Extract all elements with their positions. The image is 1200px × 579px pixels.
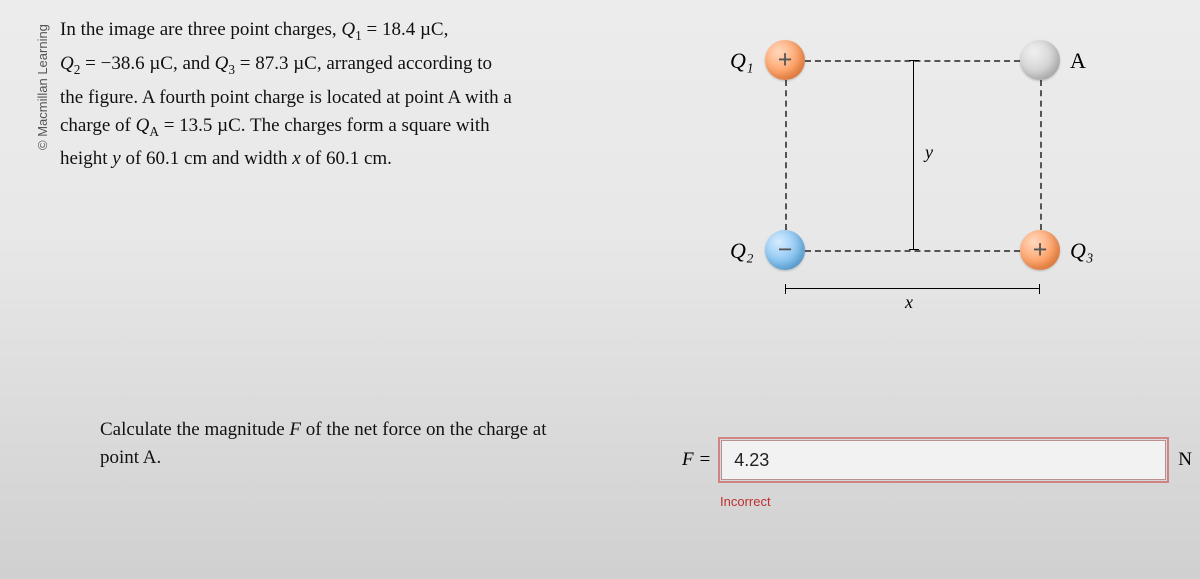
answer-lhs: F = bbox=[682, 449, 711, 471]
y-var: y bbox=[112, 148, 120, 169]
charge-q3: + bbox=[1020, 230, 1060, 270]
qa-sym: Q bbox=[136, 115, 150, 136]
minus-icon: − bbox=[778, 235, 793, 265]
charge-q2-label: Q₂ bbox=[730, 238, 754, 264]
charge-a bbox=[1020, 40, 1060, 80]
answer-unit: N bbox=[1178, 449, 1192, 471]
q2-eq: = −38.6 µC, and bbox=[80, 53, 214, 74]
answer-input[interactable] bbox=[721, 440, 1166, 480]
figure-diagram: y x + Q₁ A − Q₂ + Q₃ bbox=[710, 30, 1130, 350]
f-var: F bbox=[289, 419, 301, 440]
axis-x-label: x bbox=[905, 292, 913, 313]
plus-icon-q3: + bbox=[1033, 235, 1048, 265]
axis-y-label: y bbox=[925, 142, 933, 163]
charge-q1-label: Q₁ bbox=[730, 48, 754, 74]
q3-sym: Q bbox=[215, 53, 229, 74]
feedback-incorrect: Incorrect bbox=[720, 494, 771, 509]
question-line1: Calculate the magnitude bbox=[100, 419, 289, 440]
charge-q2: − bbox=[765, 230, 805, 270]
question-line2: point A. bbox=[100, 447, 161, 468]
dim-x bbox=[785, 288, 1040, 289]
question-line1b: of the net force on the charge at bbox=[301, 419, 546, 440]
q3-eq: = 87.3 µC, arranged according to bbox=[235, 53, 492, 74]
qa-eq: = 13.5 µC. The charges form a square wit… bbox=[159, 115, 490, 136]
dash-left bbox=[785, 80, 787, 230]
dash-bottom bbox=[805, 250, 1020, 252]
charge-q3-label: Q₃ bbox=[1070, 238, 1094, 264]
width-val: of 60.1 cm. bbox=[301, 148, 392, 169]
problem-line4a: charge of bbox=[60, 115, 136, 136]
dash-right bbox=[1040, 80, 1042, 230]
q1-eq: = 18.4 µC, bbox=[362, 19, 449, 40]
problem-line3: the figure. A fourth point charge is loc… bbox=[60, 87, 512, 108]
answer-row: F = N bbox=[682, 440, 1192, 480]
plus-icon: + bbox=[778, 45, 793, 75]
x-var: x bbox=[292, 148, 300, 169]
qa-sub: A bbox=[149, 123, 159, 138]
dim-y bbox=[913, 60, 914, 250]
q1-sym: Q bbox=[341, 19, 355, 40]
charge-a-label: A bbox=[1070, 48, 1086, 74]
problem-line1a: In the image are three point charges, bbox=[60, 19, 341, 40]
height-val: of 60.1 cm and width bbox=[121, 148, 293, 169]
charge-q1: + bbox=[765, 40, 805, 80]
q2-sym: Q bbox=[60, 53, 74, 74]
q1-sub: 1 bbox=[355, 28, 362, 43]
copyright-text: © Macmillan Learning bbox=[35, 24, 50, 150]
problem-statement: In the image are three point charges, Q1… bbox=[60, 16, 620, 173]
question-text: Calculate the magnitude F of the net for… bbox=[100, 416, 630, 472]
problem-line5a: height bbox=[60, 148, 112, 169]
